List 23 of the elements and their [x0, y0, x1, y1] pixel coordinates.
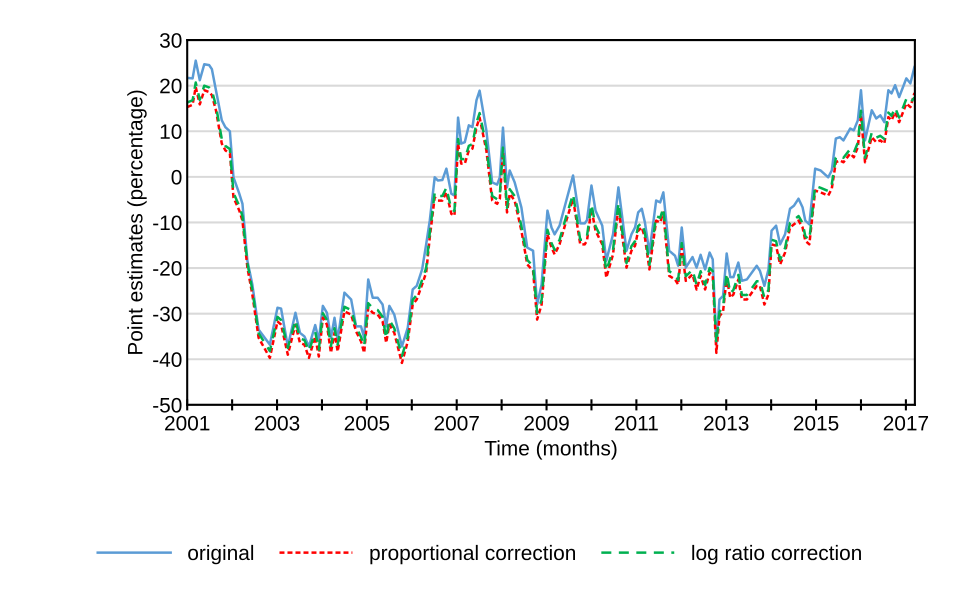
x-tick-label: 2005 — [344, 416, 390, 431]
x-tick-label: 2013 — [704, 416, 748, 431]
y-tick-label: -50 — [153, 398, 182, 413]
x-tick-label: 2009 — [524, 416, 569, 431]
y-axis-title: Point estimates (percentage) — [127, 90, 147, 354]
x-tick-label: 2003 — [254, 416, 300, 431]
y-tick-label: 10 — [160, 124, 182, 140]
y-tick-label: 30 — [160, 33, 182, 48]
x-tick-label: 2001 — [165, 416, 210, 431]
legend-label: original — [188, 544, 254, 564]
x-tick-label: 2007 — [434, 416, 479, 431]
x-tick-label: 2017 — [884, 416, 928, 431]
y-tick-label: -20 — [153, 261, 182, 276]
y-tick-label: -40 — [153, 352, 182, 367]
y-tick-label: 0 — [172, 170, 182, 185]
legend-label: log ratio correction — [692, 544, 861, 564]
x-axis-title: Time (months) — [484, 440, 616, 460]
y-tick-label: -10 — [153, 215, 182, 230]
x-tick-label: 2011 — [615, 416, 658, 431]
x-tick-label: 2015 — [794, 416, 838, 431]
legend-label: proportional correction — [370, 544, 575, 564]
y-tick-label: 20 — [160, 78, 182, 94]
y-tick-label: -30 — [153, 306, 182, 322]
